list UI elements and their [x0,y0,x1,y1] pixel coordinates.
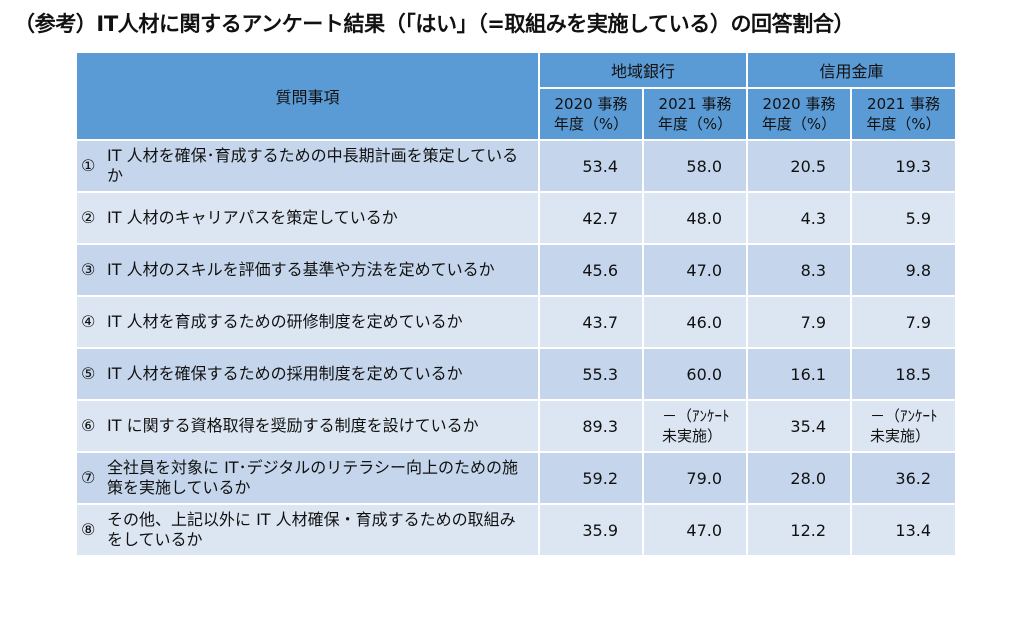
question-number: ② [81,208,96,227]
percentage-cell: 60.0 [641,347,749,401]
question-cell: ③ IT 人材のスキルを評価する基準や方法を定めているか [75,243,540,297]
question-text: 全社員を対象に IT･デジタルのリテラシー向上のための施策を実施しているか [107,458,518,497]
question-cell: ⑤ IT 人材を確保するための採用制度を定めているか [75,347,540,401]
question-cell: ⑥ IT に関する資格取得を奨励する制度を設けているか [75,399,540,453]
percentage-cell: 36.2 [850,451,958,505]
percentage-cell: 35.4 [746,399,853,453]
question-number: ④ [81,312,96,331]
question-cell: ① IT 人材を確保･育成するための中長期計画を策定しているか [75,139,540,193]
percentage-cell: 35.9 [538,503,644,557]
question-text: IT 人材のキャリアパスを策定しているか [107,208,398,227]
year-header: 2020 事務 年度（%） [538,87,644,141]
percentage-cell: 5.9 [850,191,958,245]
percentage-cell: 47.0 [641,503,749,557]
percentage-cell: 42.7 [538,191,644,245]
question-number: ⑤ [81,364,96,383]
question-cell: ⑦ 全社員を対象に IT･デジタルのリテラシー向上のための施策を実施しているか [75,451,540,505]
percentage-cell: 28.0 [746,451,853,505]
question-number: ⑦ [81,468,96,487]
percentage-cell: 45.6 [538,243,644,297]
percentage-cell: 20.5 [746,139,853,193]
percentage-cell: 12.2 [746,503,853,557]
percentage-cell: 8.3 [746,243,853,297]
group-header-shinkin-banks: 信用金庫 [746,51,958,89]
question-number: ⑧ [81,520,96,539]
percentage-cell: 55.3 [538,347,644,401]
percentage-cell: 58.0 [641,139,749,193]
percentage-cell: 19.3 [850,139,958,193]
percentage-cell: 43.7 [538,295,644,349]
table-row: ③ IT 人材のスキルを評価する基準や方法を定めているか 45.6 47.0 8.3 9.… [75,243,958,297]
percentage-cell: 46.0 [641,295,749,349]
year-header: 2021 事務 年度（%） [641,87,749,141]
percentage-cell: 79.0 [641,451,749,505]
question-number: ⑥ [81,416,96,435]
question-text: IT 人材のスキルを評価する基準や方法を定めているか [107,260,495,279]
percentage-cell: 4.3 [746,191,853,245]
question-number: ③ [81,260,96,279]
table-row: ① IT 人材を確保･育成するための中長期計画を策定しているか 53.4 58.0 20… [75,139,958,193]
question-cell: ⑧ その他、上記以外に IT 人材確保・育成するための取組みをしているか [75,503,540,557]
table-row: ④ IT 人材を育成するための研修制度を定めているか 43.7 46.0 7.9 7.9 [75,295,958,349]
question-text: IT 人材を確保するための採用制度を定めているか [107,364,463,383]
question-cell: ② IT 人材のキャリアパスを策定しているか [75,191,540,245]
question-number: ① [81,156,96,175]
percentage-cell: 53.4 [538,139,644,193]
table-row: ⑥ IT に関する資格取得を奨励する制度を設けているか 89.3 －（ｱﾝｹｰﾄ 未実… [75,399,958,453]
not-surveyed-cell: －（ｱﾝｹｰﾄ 未実施） [641,399,749,453]
percentage-cell: 18.5 [850,347,958,401]
question-text: IT 人材を育成するための研修制度を定めているか [107,312,463,331]
percentage-cell: 47.0 [641,243,749,297]
percentage-cell: 89.3 [538,399,644,453]
table-row: ⑦ 全社員を対象に IT･デジタルのリテラシー向上のための施策を実施しているか 59… [75,451,958,505]
percentage-cell: 16.1 [746,347,853,401]
table-row: ⑤ IT 人材を確保するための採用制度を定めているか 55.3 60.0 16.1 18.… [75,347,958,401]
group-header-regional-banks: 地域銀行 [537,51,749,89]
not-surveyed-cell: －（ｱﾝｹｰﾄ 未実施） [850,399,958,453]
question-cell: ④ IT 人材を育成するための研修制度を定めているか [75,295,540,349]
question-text: その他、上記以外に IT 人材確保・育成するための取組みをしているか [107,510,516,549]
question-text: IT に関する資格取得を奨励する制度を設けているか [107,416,479,435]
year-header: 2021 事務 年度（%） [850,87,958,141]
table-row: ② IT 人材のキャリアパスを策定しているか 42.7 48.0 4.3 5.9 [75,191,958,245]
percentage-cell: 48.0 [641,191,749,245]
percentage-cell: 9.8 [850,243,958,297]
percentage-cell: 59.2 [538,451,644,505]
percentage-cell: 7.9 [746,295,853,349]
question-text: IT 人材を確保･育成するための中長期計画を策定しているか [107,146,519,185]
page-title: （参考）IT人材に関するアンケート結果（「はい」（=取組みを実施している）の回答… [14,12,855,36]
year-header: 2020 事務 年度（%） [746,87,853,141]
survey-results-table: 質問事項 地域銀行 信用金庫 2020 事務 年度（%） 2021 事務 年度（… [75,51,958,557]
percentage-cell: 13.4 [850,503,958,557]
question-column-header: 質問事項 [75,51,540,141]
percentage-cell: 7.9 [850,295,958,349]
table-row: ⑧ その他、上記以外に IT 人材確保・育成するための取組みをしているか 35.9 4… [75,503,958,557]
